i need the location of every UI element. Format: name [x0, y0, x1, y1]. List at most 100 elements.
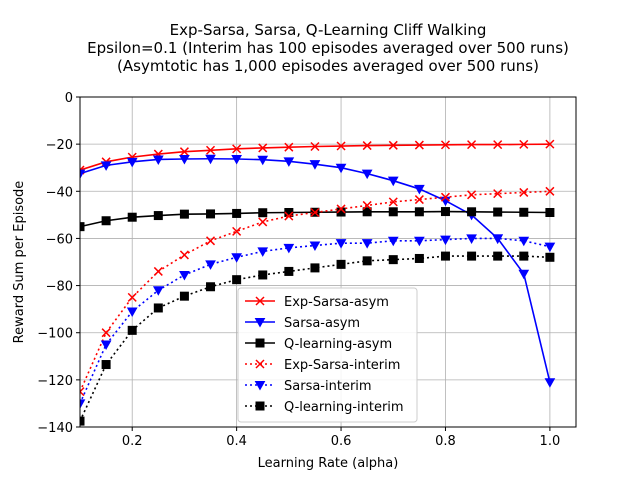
data-point-sarsa-interim [179, 270, 190, 281]
data-point-sarsa-interim [152, 286, 164, 296]
data-point-sarsa-asym [283, 157, 295, 167]
data-point-exp-sarsa-asym [232, 144, 242, 154]
axis-ticks: 0.2 0.4 0.6 0.8 1.0 0 −20 −40 −60 −80 −100 −120 −140 [37, 91, 560, 449]
legend-label-sarsa-asym: Sarsa-asym [284, 316, 360, 331]
data-point-exp-sarsa-asym [205, 145, 216, 155]
legend-label-q-learning-asym: Q-learning-asym [284, 337, 392, 352]
data-point-exp-sarsa-interim [153, 266, 163, 276]
data-point-exp-sarsa-interim [310, 207, 320, 218]
series-exp-sarsa-asym [80, 139, 555, 175]
data-point-q-learning-asym [362, 207, 372, 217]
data-point-q-learning-interim [310, 263, 320, 273]
chart-title-line-3: (Asymtotic has 1,000 episodes averaged o… [117, 57, 539, 75]
data-point-exp-sarsa-asym [519, 139, 529, 149]
data-point-sarsa-interim [492, 234, 504, 244]
data-point-exp-sarsa-interim [101, 328, 111, 338]
data-point-exp-sarsa-asym [258, 143, 268, 153]
legend-marker-sarsa-interim [254, 381, 266, 391]
y-axis-label: Reward Sum per Episode [12, 181, 27, 344]
legend-marker-exp-sarsa-asym [255, 296, 265, 306]
legend: Exp-Sarsa-asym Sarsa-asym Q-learning-asym E… [237, 287, 418, 423]
data-point-sarsa-interim [309, 241, 321, 252]
chart-title: Exp-Sarsa, Sarsa, Q-Learning Cliff Walki… [87, 21, 569, 75]
data-point-q-learning-asym [179, 209, 189, 219]
data-point-q-learning-asym [206, 209, 216, 219]
series-exp-sarsa-interim [80, 186, 555, 397]
series-q-learning-interim [80, 251, 555, 426]
data-point-exp-sarsa-interim [467, 190, 477, 200]
data-point-sarsa-asym [80, 169, 86, 180]
x-tick-label: 0.6 [331, 434, 352, 449]
chart-title-line-2: Epsilon=0.1 (Interim has 100 episodes av… [87, 39, 569, 57]
data-point-q-learning-interim [362, 256, 372, 266]
data-point-q-learning-interim [206, 282, 216, 292]
data-point-exp-sarsa-interim [179, 250, 189, 260]
data-point-exp-sarsa-asym [284, 142, 294, 152]
data-point-sarsa-asym [205, 154, 216, 165]
data-point-exp-sarsa-asym [310, 141, 320, 152]
data-point-sarsa-interim [544, 242, 556, 253]
x-tick-label: 0.2 [122, 434, 143, 449]
data-point-q-learning-interim [414, 253, 424, 263]
y-tick-label: −140 [37, 421, 73, 436]
data-point-q-learning-interim [440, 251, 450, 261]
data-point-q-learning-asym [519, 207, 529, 217]
data-point-exp-sarsa-asym [414, 140, 424, 150]
legend-label-exp-sarsa-interim: Exp-Sarsa-interim [284, 358, 400, 373]
y-tick-label: 0 [65, 91, 73, 106]
data-point-exp-sarsa-interim [414, 195, 424, 205]
x-tick-label: 0.8 [435, 434, 456, 449]
data-point-q-learning-asym [101, 216, 111, 226]
x-axis-label: Learning Rate (alpha) [258, 456, 399, 471]
plot-frame [79, 96, 577, 428]
series-q-learning-asym [80, 207, 555, 232]
data-point-q-learning-interim [336, 259, 346, 269]
data-point-sarsa-interim [518, 236, 530, 247]
data-point-sarsa-interim [335, 239, 347, 249]
data-point-q-learning-interim [101, 360, 111, 370]
legend-label-sarsa-interim: Sarsa-interim [284, 379, 372, 394]
data-point-q-learning-interim [519, 251, 529, 261]
legend-marker-q-learning-asym [255, 338, 265, 348]
legend-item-sarsa-asym: Sarsa-asym [245, 316, 360, 331]
x-tick-label: 0.4 [226, 434, 247, 449]
data-point-q-learning-interim [80, 416, 85, 426]
data-point-q-learning-interim [153, 303, 163, 313]
plot-series [80, 139, 556, 426]
y-tick-label: −20 [46, 138, 73, 153]
data-point-exp-sarsa-interim [80, 387, 85, 397]
data-point-q-learning-asym [388, 207, 398, 217]
data-point-sarsa-asym [231, 154, 242, 165]
data-point-q-learning-asym [232, 208, 242, 218]
data-point-q-learning-interim [127, 325, 137, 335]
data-point-exp-sarsa-asym [179, 147, 189, 157]
data-point-q-learning-interim [258, 270, 268, 280]
data-point-exp-sarsa-asym [545, 139, 555, 149]
data-point-q-learning-asym [467, 207, 477, 217]
legend-item-q-learning-interim: Q-learning-interim [245, 400, 404, 415]
legend-label-q-learning-interim: Q-learning-interim [284, 400, 404, 415]
data-point-q-learning-interim [493, 251, 503, 261]
data-point-exp-sarsa-interim [127, 292, 137, 302]
y-tick-label: −40 [46, 185, 73, 200]
legend-item-q-learning-asym: Q-learning-asym [245, 337, 392, 352]
data-point-sarsa-asym [335, 163, 347, 174]
data-point-q-learning-asym [258, 208, 268, 218]
data-point-sarsa-interim [205, 260, 216, 270]
y-tick-label: −60 [46, 232, 73, 247]
y-tick-label: −80 [46, 280, 73, 295]
chart-title-line-1: Exp-Sarsa, Sarsa, Q-Learning Cliff Walki… [170, 21, 487, 39]
data-point-sarsa-asym [257, 155, 269, 166]
data-point-sarsa-asym [126, 157, 138, 168]
x-tick-label: 1.0 [540, 434, 561, 449]
data-point-exp-sarsa-interim [336, 204, 346, 214]
data-point-q-learning-asym [414, 207, 424, 217]
legend-box [237, 287, 418, 423]
data-point-exp-sarsa-interim [362, 200, 372, 210]
data-point-q-learning-interim [388, 255, 398, 265]
data-point-sarsa-interim [100, 340, 112, 351]
data-point-q-learning-interim [232, 275, 242, 285]
data-point-exp-sarsa-interim [232, 226, 242, 236]
data-point-q-learning-interim [179, 291, 189, 301]
